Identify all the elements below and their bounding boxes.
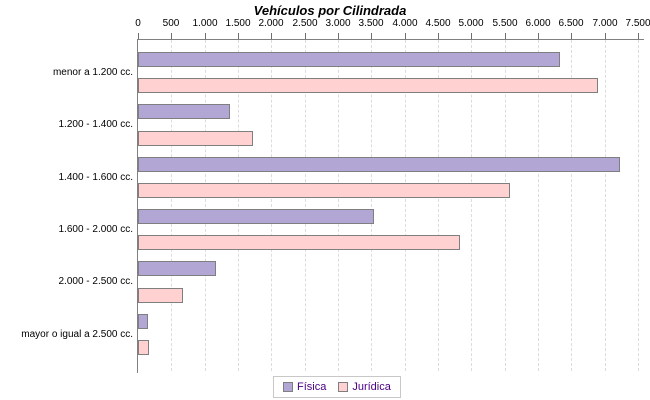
axis-tick-label: 2.500: [292, 18, 318, 29]
bar-fisica-2-000-2-500-cc-: [138, 261, 216, 276]
legend-label-juridica: Jurídica: [352, 381, 391, 393]
gridline: [471, 40, 473, 371]
axis-tick-label: 6.500: [558, 18, 584, 29]
axis-tick-label: 2.000: [258, 18, 284, 29]
axis-tick-label: 1.000: [192, 18, 218, 29]
axis-tick: [571, 33, 572, 39]
axis-tick-label: 4.500: [425, 18, 451, 29]
legend-swatch-juridica: [338, 382, 349, 392]
axis-tick: [271, 33, 272, 39]
axis-tick: [438, 33, 439, 39]
axis-tick: [205, 33, 206, 39]
legend: Física Jurídica: [273, 376, 401, 398]
x-axis-line: [137, 39, 644, 40]
bar-juridica-1-400-1-600-cc-: [138, 183, 510, 198]
axis-tick-label: 7.500: [625, 18, 650, 29]
gridline: [238, 40, 239, 371]
category-label-1-600-2-000-cc-: 1.600 - 2.000 cc.: [58, 224, 134, 235]
gridline: [404, 40, 406, 371]
category-label-menor-a-1-200-cc-: menor a 1.200 cc.: [52, 67, 133, 78]
gridline: [438, 40, 439, 371]
axis-tick: [338, 33, 339, 39]
axis-tick-label: 7.000: [592, 18, 618, 29]
gridline: [271, 40, 273, 371]
gridline: [304, 40, 306, 371]
gridline: [504, 40, 506, 371]
category-label-1-400-1-600-cc-: 1.400 - 1.600 cc.: [58, 172, 134, 183]
axis-tick: [638, 33, 639, 39]
bar-fisica-mayor-o-igual-a-2-500-cc-: [138, 314, 148, 329]
axis-tick-label: 4.000: [392, 18, 418, 29]
gridline: [604, 40, 606, 371]
gridline: [371, 40, 373, 371]
axis-tick: [405, 33, 406, 39]
legend-swatch-fisica: [283, 382, 293, 392]
gridline: [638, 40, 639, 371]
chart-title: Vehículos por Cilindrada: [253, 3, 407, 18]
axis-tick: [305, 33, 306, 39]
axis-tick: [605, 33, 606, 39]
axis-tick: [538, 33, 539, 39]
gridline: [338, 40, 339, 371]
axis-tick-label: 3.000: [325, 18, 351, 29]
axis-tick: [371, 33, 372, 39]
bar-juridica-1-600-2-000-cc-: [138, 235, 460, 250]
bar-juridica-menor-a-1-200-cc-: [138, 78, 598, 93]
axis-tick-label: 3.500: [358, 18, 384, 29]
category-label-2-000-2-500-cc-: 2.000 - 2.500 cc.: [58, 276, 134, 287]
axis-tick: [171, 33, 172, 39]
gridline: [571, 40, 573, 371]
gridline: [204, 40, 206, 371]
bar-juridica-mayor-o-igual-a-2-500-cc-: [138, 340, 149, 355]
axis-tick: [505, 33, 506, 39]
y-axis-line: [137, 39, 138, 373]
bar-juridica-2-000-2-500-cc-: [138, 288, 183, 303]
axis-tick-label: 6.000: [525, 18, 551, 29]
bar-fisica-1-600-2-000-cc-: [138, 209, 374, 224]
axis-tick-label: 1.500: [225, 18, 251, 29]
legend-item-fisica: Física: [283, 381, 326, 393]
category-label-1-200-1-400-cc-: 1.200 - 1.400 cc.: [58, 119, 134, 130]
axis-tick: [138, 33, 139, 39]
bar-fisica-1-200-1-400-cc-: [138, 104, 230, 119]
bar-fisica-1-400-1-600-cc-: [138, 157, 620, 172]
bar-fisica-menor-a-1-200-cc-: [138, 52, 560, 67]
legend-item-juridica: Jurídica: [338, 381, 391, 393]
axis-tick: [238, 33, 239, 39]
category-label-mayor-o-igual-a-2-500-cc-: mayor o igual a 2.500 cc.: [21, 329, 133, 340]
gridline: [171, 40, 173, 371]
axis-tick: [471, 33, 472, 39]
axis-tick-label: 5.000: [458, 18, 484, 29]
gridline: [538, 40, 539, 371]
legend-label-fisica: Física: [297, 381, 327, 393]
bar-juridica-1-200-1-400-cc-: [138, 131, 253, 146]
axis-tick-label: 5.500: [492, 18, 518, 29]
axis-tick-label: 500: [162, 18, 180, 29]
axis-tick-label: 0: [135, 18, 141, 29]
